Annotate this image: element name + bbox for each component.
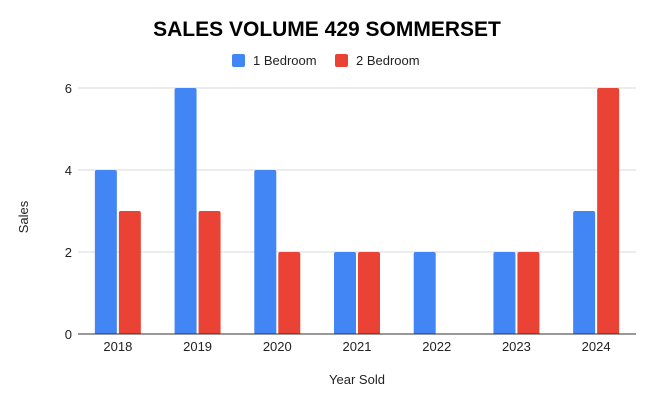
- legend-swatch-2-bedroom: [335, 54, 348, 67]
- x-tick-label: 2019: [183, 339, 212, 354]
- x-tick-label: 2022: [422, 339, 451, 354]
- bar-1-bedroom-2019: [174, 88, 197, 334]
- bar-1-bedroom-2023: [493, 252, 516, 334]
- bar-1-bedroom-2020: [254, 170, 277, 334]
- bar-1-bedroom-2024: [573, 211, 596, 334]
- y-axis-label: Sales: [16, 200, 31, 233]
- chart-title: SALES VOLUME 429 SOMMERSET: [153, 18, 501, 41]
- y-tick-label: 6: [65, 81, 72, 96]
- bar-2-bedroom-2023: [517, 252, 540, 334]
- bars: [94, 88, 620, 334]
- x-tick-label: 2024: [582, 339, 611, 354]
- x-tick-label: 2021: [343, 339, 372, 354]
- x-axis-label: Year Sold: [329, 372, 385, 387]
- bar-2-bedroom-2021: [358, 252, 380, 334]
- x-tick-label: 2023: [502, 339, 531, 354]
- legend-label-2-bedroom: 2 Bedroom: [356, 53, 420, 68]
- x-tick-label: 2020: [263, 339, 292, 354]
- x-tick-label: 2018: [103, 339, 132, 354]
- legend-swatch-1-bedroom: [232, 54, 245, 67]
- gridlines: [78, 87, 636, 253]
- bar-1-bedroom-2022: [413, 252, 436, 334]
- bar-1-bedroom-2018: [94, 170, 117, 334]
- y-tick-label: 4: [65, 163, 72, 178]
- y-axis-ticks: 0 2 4 6: [65, 81, 72, 342]
- bar-1-bedroom-2021: [334, 252, 356, 334]
- y-tick-label: 0: [65, 327, 72, 342]
- legend: 1 Bedroom 2 Bedroom: [232, 53, 420, 68]
- bar-2-bedroom-2019: [198, 211, 221, 334]
- bar-2-bedroom-2024: [597, 88, 620, 334]
- bar-2-bedroom-2020: [278, 252, 301, 334]
- y-tick-label: 2: [65, 245, 72, 260]
- x-axis-ticks: 2018 2019 2020 2021 2022 2023 2024: [103, 339, 610, 354]
- bar-2-bedroom-2018: [118, 211, 141, 334]
- legend-label-1-bedroom: 1 Bedroom: [253, 53, 317, 68]
